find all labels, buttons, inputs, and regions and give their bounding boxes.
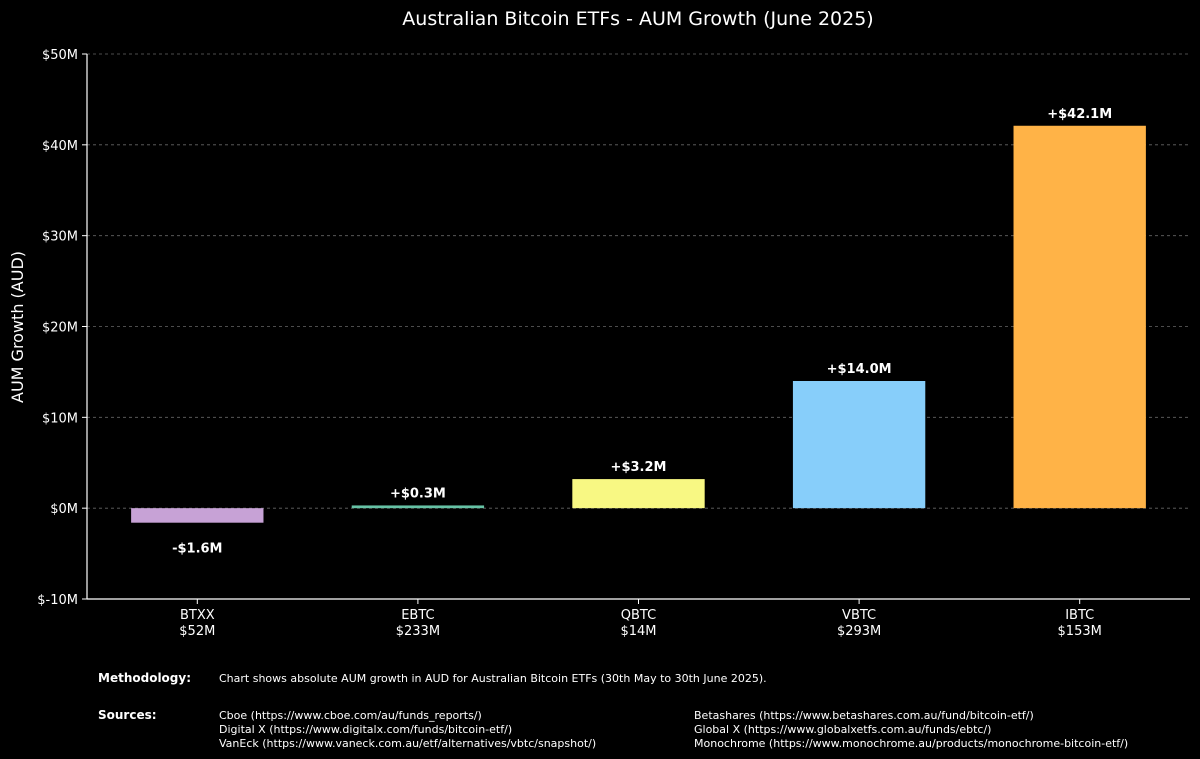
source-betashares: Betashares (https://www.betashares.com.a… [694, 709, 1034, 722]
sources-heading: Sources: [98, 708, 157, 722]
sources-section: Sources: Cboe (https://www.cboe.com/au/f… [98, 708, 1198, 754]
bars [131, 125, 1146, 523]
x-tick-label-ticker: IBTC [1065, 608, 1094, 623]
sources-right-column: Betashares (https://www.betashares.com.a… [694, 709, 1128, 751]
y-tick-label: $0M [50, 502, 78, 517]
source-vaneck: VanEck (https://www.vaneck.com.au/etf/al… [219, 737, 597, 750]
source-digitalx: Digital X (https://www.digitalx.com/fund… [219, 723, 513, 736]
value-label-qbtc: +$3.2M [611, 460, 667, 475]
value-label-btxx: -$1.6M [172, 542, 222, 557]
value-label-vbtc: +$14.0M [827, 362, 892, 377]
y-tick-label: $50M [42, 48, 78, 63]
axes [82, 53, 1190, 604]
x-tick-label-ticker: QBTC [621, 608, 656, 623]
x-tick-label-aum: $52M [179, 624, 215, 639]
x-tick-label-aum: $14M [620, 624, 656, 639]
bar-chart: Australian Bitcoin ETFs - AUM Growth (Ju… [8, 8, 1190, 639]
x-tick-label-ticker: EBTC [401, 608, 434, 623]
bar-ebtc [351, 505, 485, 509]
sources-left-column: Cboe (https://www.cboe.com/au/funds_repo… [219, 709, 596, 751]
y-tick-label: $10M [42, 411, 78, 426]
x-tick-label-ticker: VBTC [842, 608, 876, 623]
methodology-heading: Methodology: [98, 671, 192, 685]
source-globalx: Global X (https://www.globalxetfs.com.au… [694, 723, 992, 736]
y-tick-label: $30M [42, 230, 78, 245]
bar-qbtc [572, 479, 705, 509]
gridlines [87, 53, 1190, 509]
y-tick-label: $20M [42, 321, 78, 336]
bar-btxx [131, 508, 264, 523]
bar-ibtc [1013, 125, 1146, 509]
bar-vbtc [792, 381, 926, 509]
methodology-text: Chart shows absolute AUM growth in AUD f… [219, 672, 767, 685]
labels: $-10M $0M $10M $20M $30M $40M $50M -$1.6M BTXX$5… [37, 48, 1112, 639]
y-tick-label: $40M [42, 139, 78, 154]
y-tick-label: $-10M [37, 593, 78, 608]
y-axis-label: AUM Growth (AUD) [8, 251, 27, 403]
source-cboe: Cboe (https://www.cboe.com/au/funds_repo… [219, 709, 482, 722]
value-label-ebtc: +$0.3M [390, 486, 446, 501]
chart-title: Australian Bitcoin ETFs - AUM Growth (Ju… [402, 8, 873, 30]
source-monochrome: Monochrome (https://www.monochrome.au/pr… [694, 737, 1129, 750]
x-tick-label-aum: $293M [837, 624, 881, 639]
x-tick-label-aum: $153M [1058, 624, 1102, 639]
value-label-ibtc: +$42.1M [1047, 107, 1112, 122]
x-tick-label-ticker: BTXX [180, 608, 215, 623]
x-tick-label-aum: $233M [396, 624, 440, 639]
